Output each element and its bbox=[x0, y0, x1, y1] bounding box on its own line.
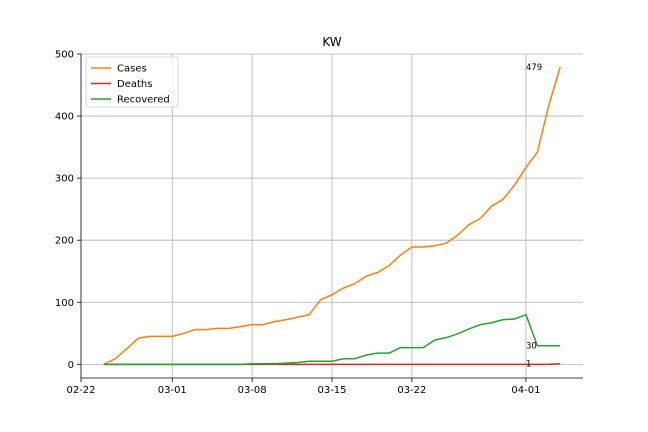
annotation-recovered: 30 bbox=[526, 342, 537, 352]
annotations: 479 30 1 bbox=[526, 63, 542, 370]
legend-label-deaths: Deaths bbox=[117, 79, 152, 90]
ticks: 02-22 03-01 03-08 03-15 03-22 04-01 0 100 200 300… bbox=[55, 50, 541, 397]
chart-title: KW bbox=[322, 35, 341, 49]
annotation-cases: 479 bbox=[526, 63, 542, 73]
x-tick-label: 03-08 bbox=[238, 385, 267, 396]
series-line-cases bbox=[103, 66, 561, 366]
y-tick-label: 0 bbox=[68, 360, 74, 371]
legend-label-cases: Cases bbox=[117, 64, 147, 75]
x-tick-label: 02-22 bbox=[66, 385, 95, 396]
legend: Cases Deaths Recovered bbox=[85, 56, 179, 108]
x-tick-label: 03-22 bbox=[397, 385, 426, 396]
legend-box bbox=[85, 56, 179, 108]
legend-label-recovered: Recovered bbox=[117, 95, 170, 106]
y-tick-label: 500 bbox=[55, 50, 74, 61]
y-tick-label: 300 bbox=[55, 174, 74, 185]
x-tick-label: 04-01 bbox=[511, 385, 540, 396]
series-line-recovered bbox=[103, 313, 561, 366]
series-lines bbox=[103, 66, 561, 366]
y-tick-label: 100 bbox=[55, 298, 74, 309]
y-tick-label: 200 bbox=[55, 236, 74, 247]
x-tick-label: 03-01 bbox=[158, 385, 187, 396]
annotation-deaths: 1 bbox=[526, 360, 531, 370]
y-tick-label: 400 bbox=[55, 112, 74, 123]
x-tick-label: 03-15 bbox=[317, 385, 346, 396]
